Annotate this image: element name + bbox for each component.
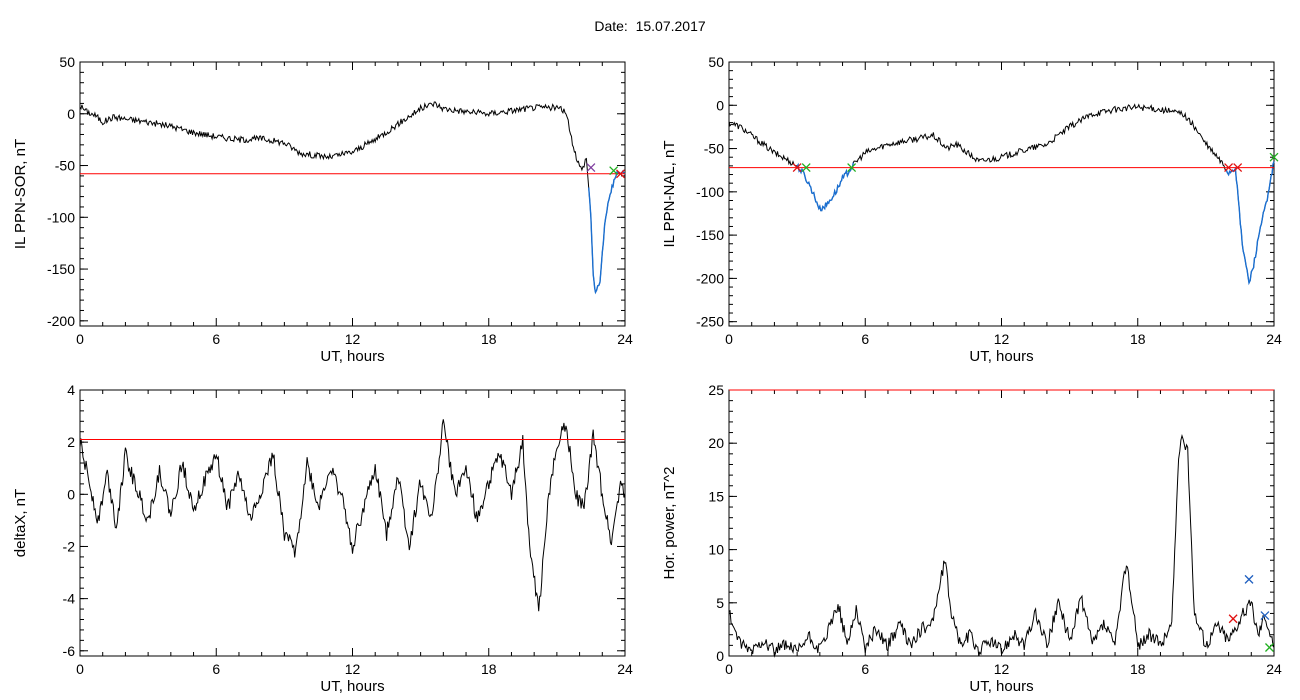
- event-marker: [1224, 163, 1234, 173]
- highlight-trace: [1225, 161, 1275, 286]
- x-axis-label: UT, hours: [320, 348, 384, 365]
- x-axis-label: UT, hours: [969, 348, 1033, 365]
- plot-frame: [728, 389, 1275, 657]
- y-tick-label: 20: [708, 435, 724, 451]
- y-tick-label: 10: [708, 542, 724, 558]
- y-axis-label: deltaX, nT: [12, 489, 29, 557]
- y-tick-label: 0: [716, 648, 724, 664]
- y-tick-label: 0: [67, 486, 75, 502]
- event-marker: [615, 169, 625, 179]
- y-tick-label: -50: [704, 141, 724, 157]
- event-marker: [801, 163, 811, 173]
- data-trace: [79, 419, 626, 612]
- y-tick-label: -200: [47, 313, 75, 329]
- x-tick-label: 6: [861, 331, 869, 347]
- x-tick-label: 12: [994, 331, 1010, 347]
- x-tick-label: 6: [212, 331, 220, 347]
- x-tick-label: 12: [345, 661, 361, 677]
- plot-frame: [79, 61, 626, 327]
- y-tick-label: -150: [47, 261, 75, 277]
- x-tick-label: 24: [617, 331, 633, 347]
- y-tick-label: 50: [708, 54, 724, 70]
- y-tick-label: 0: [716, 97, 724, 113]
- x-tick-label: 6: [212, 661, 220, 677]
- y-axis-label: IL PPN-NAL, nT: [661, 141, 678, 248]
- event-marker: [609, 166, 619, 176]
- highlight-trace: [796, 162, 854, 212]
- y-tick-label: -6: [63, 643, 76, 659]
- x-tick-label: 24: [1266, 331, 1282, 347]
- y-tick-label: -150: [696, 227, 724, 243]
- y-tick-label: -50: [55, 158, 75, 174]
- event-marker: [1260, 611, 1270, 621]
- y-tick-label: 50: [59, 54, 75, 70]
- y-tick-label: -100: [47, 209, 75, 225]
- y-tick-label: 0: [67, 106, 75, 122]
- y-tick-label: 2: [67, 434, 75, 450]
- date-value: 15.07.2017: [635, 18, 706, 34]
- y-tick-label: -250: [696, 314, 724, 330]
- y-axis-label: IL PPN-SOR, nT: [12, 139, 29, 249]
- event-marker: [1269, 152, 1279, 162]
- event-marker: [792, 163, 802, 173]
- date-label: Date:: [594, 18, 628, 34]
- event-marker: [586, 163, 596, 173]
- y-tick-label: -200: [696, 270, 724, 286]
- chart-deltax: 0 6 12 18 24 4 2 0 -2 -4 -6 UT, hours deltaX, nT: [12, 382, 633, 695]
- y-tick-label: 15: [708, 488, 724, 504]
- x-tick-label: 0: [76, 661, 84, 677]
- x-axis-label: UT, hours: [320, 678, 384, 695]
- event-marker: [1228, 614, 1238, 624]
- x-tick-label: 18: [1130, 331, 1146, 347]
- plot-frame: [728, 61, 1275, 327]
- chart-nal: 0 6 12 18 24 50 0 -50 -100 -150 -200 -250 UT, hours I…: [661, 54, 1282, 365]
- x-tick-label: 0: [76, 331, 84, 347]
- data-trace: [728, 103, 1275, 285]
- x-tick-label: 18: [1130, 661, 1146, 677]
- x-axis-label: UT, hours: [969, 678, 1033, 695]
- x-tick-label: 12: [345, 331, 361, 347]
- x-tick-label: 12: [994, 661, 1010, 677]
- y-axis-label: Hor. power, nT^2: [661, 467, 678, 580]
- x-tick-label: 24: [617, 661, 633, 677]
- data-trace: [79, 101, 626, 294]
- event-marker: [1265, 643, 1274, 652]
- highlight-trace: [588, 169, 626, 295]
- x-tick-label: 0: [725, 331, 733, 347]
- y-tick-label: -2: [63, 538, 76, 554]
- chart-power: 0 6 12 18 24 25 20 15 10 5 0 UT, hours Hor. power, n…: [661, 382, 1282, 695]
- y-tick-label: 4: [67, 382, 75, 398]
- x-tick-label: 18: [481, 661, 497, 677]
- event-marker: [1244, 574, 1254, 584]
- y-tick-label: 5: [716, 595, 724, 611]
- y-tick-label: -100: [696, 184, 724, 200]
- x-tick-label: 0: [725, 661, 733, 677]
- x-tick-label: 6: [861, 661, 869, 677]
- y-tick-label: 25: [708, 382, 724, 398]
- data-trace: [728, 434, 1275, 658]
- figure-header: Date: 15.07.2017: [0, 18, 1300, 34]
- plot-frame: [79, 389, 626, 657]
- x-tick-label: 18: [481, 331, 497, 347]
- event-marker: [1233, 163, 1243, 173]
- event-marker: [847, 163, 857, 173]
- chart-sor: 0 6 12 18 24 50 0 -50 -100 -150 -200 UT, hours IL PP…: [12, 54, 633, 365]
- y-tick-label: -4: [63, 591, 76, 607]
- x-tick-label: 24: [1266, 661, 1282, 677]
